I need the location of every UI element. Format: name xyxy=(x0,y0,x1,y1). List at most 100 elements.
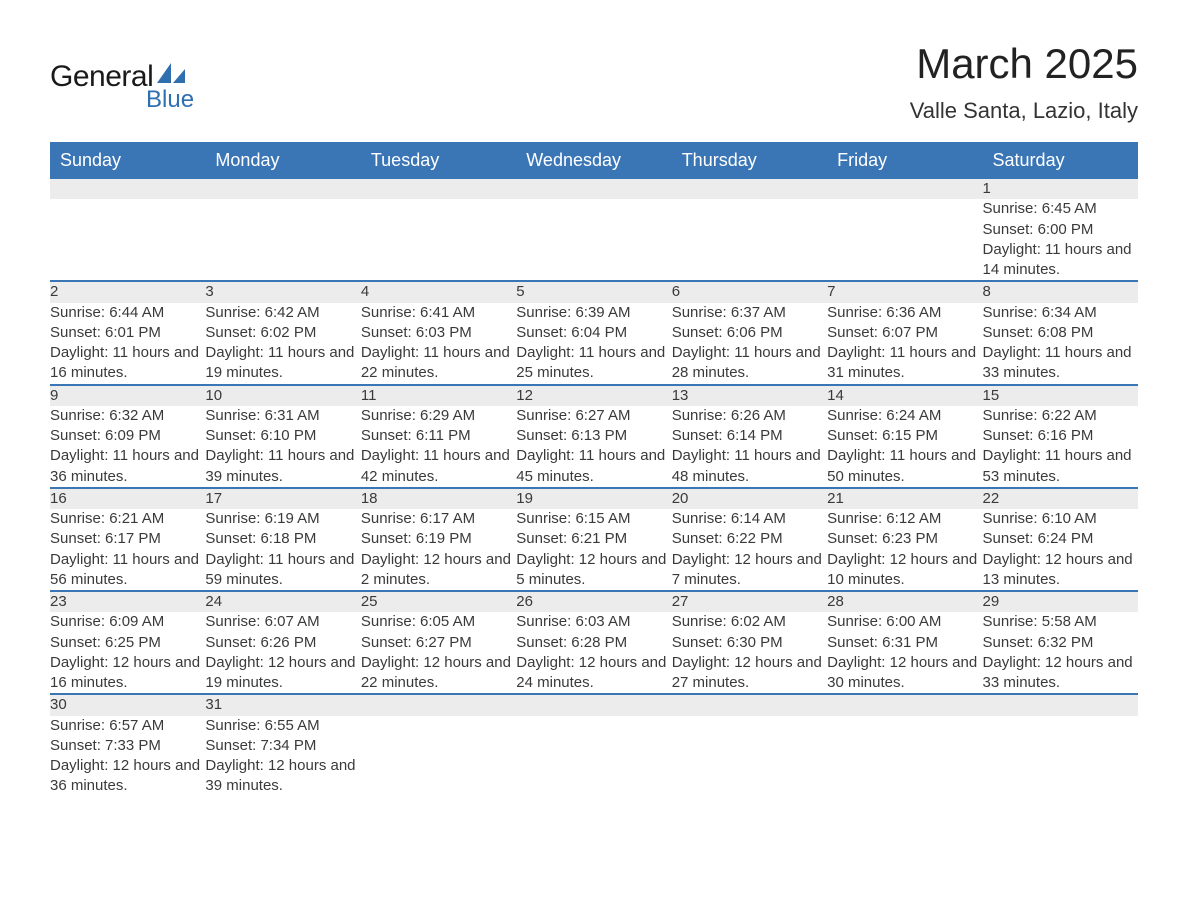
sunset-line: Sunset: 6:23 PM xyxy=(827,529,982,549)
day-data-cell: Sunrise: 6:32 AMSunset: 6:09 PMDaylight:… xyxy=(50,406,205,488)
day-data-cell: Sunrise: 6:17 AMSunset: 6:19 PMDaylight:… xyxy=(361,509,516,591)
day-data-cell xyxy=(827,199,982,281)
sunrise-line: Sunrise: 6:57 AM xyxy=(50,716,205,736)
daylight-line: Daylight: 11 hours and 56 minutes. xyxy=(50,550,205,591)
sunset-line: Sunset: 6:13 PM xyxy=(516,426,671,446)
sunset-line: Sunset: 6:04 PM xyxy=(516,323,671,343)
day-number-cell xyxy=(983,694,1138,715)
day-data-cell xyxy=(983,716,1138,797)
daylight-line: Daylight: 12 hours and 22 minutes. xyxy=(361,653,516,694)
day-data-row: Sunrise: 6:21 AMSunset: 6:17 PMDaylight:… xyxy=(50,509,1138,591)
day-number-cell: 11 xyxy=(361,385,516,406)
day-number-cell xyxy=(205,179,360,199)
sunrise-line: Sunrise: 6:29 AM xyxy=(361,406,516,426)
daylight-line: Daylight: 12 hours and 19 minutes. xyxy=(205,653,360,694)
daylight-line: Daylight: 12 hours and 7 minutes. xyxy=(672,550,827,591)
day-number-row: 16171819202122 xyxy=(50,488,1138,509)
day-data-cell xyxy=(672,716,827,797)
day-data-cell xyxy=(361,716,516,797)
sunrise-line: Sunrise: 6:44 AM xyxy=(50,303,205,323)
daylight-line: Daylight: 11 hours and 59 minutes. xyxy=(205,550,360,591)
day-number-cell: 17 xyxy=(205,488,360,509)
sunset-line: Sunset: 6:28 PM xyxy=(516,633,671,653)
day-number-cell: 18 xyxy=(361,488,516,509)
day-number-cell xyxy=(50,179,205,199)
sunrise-line: Sunrise: 6:14 AM xyxy=(672,509,827,529)
day-data-cell: Sunrise: 6:44 AMSunset: 6:01 PMDaylight:… xyxy=(50,303,205,385)
day-number-cell: 21 xyxy=(827,488,982,509)
logo-text-main: General xyxy=(50,60,153,94)
day-number-cell xyxy=(672,179,827,199)
day-number-row: 3031 xyxy=(50,694,1138,715)
day-data-cell: Sunrise: 6:57 AMSunset: 7:33 PMDaylight:… xyxy=(50,716,205,797)
weekday-header-row: Sunday Monday Tuesday Wednesday Thursday… xyxy=(50,142,1138,179)
sunrise-line: Sunrise: 6:55 AM xyxy=(205,716,360,736)
sunrise-line: Sunrise: 5:58 AM xyxy=(983,612,1138,632)
day-data-cell: Sunrise: 6:03 AMSunset: 6:28 PMDaylight:… xyxy=(516,612,671,694)
title-block: March 2025 Valle Santa, Lazio, Italy xyxy=(910,40,1138,124)
day-number-cell: 1 xyxy=(983,179,1138,199)
day-number-cell: 29 xyxy=(983,591,1138,612)
daylight-line: Daylight: 11 hours and 19 minutes. xyxy=(205,343,360,384)
sunset-line: Sunset: 6:30 PM xyxy=(672,633,827,653)
day-data-row: Sunrise: 6:57 AMSunset: 7:33 PMDaylight:… xyxy=(50,716,1138,797)
sunset-line: Sunset: 6:15 PM xyxy=(827,426,982,446)
weekday-header: Monday xyxy=(205,142,360,179)
sunrise-line: Sunrise: 6:21 AM xyxy=(50,509,205,529)
day-number-cell: 20 xyxy=(672,488,827,509)
sunset-line: Sunset: 6:22 PM xyxy=(672,529,827,549)
day-number-cell: 2 xyxy=(50,281,205,302)
sunset-line: Sunset: 6:00 PM xyxy=(983,220,1138,240)
day-data-cell: Sunrise: 6:00 AMSunset: 6:31 PMDaylight:… xyxy=(827,612,982,694)
sunset-line: Sunset: 6:26 PM xyxy=(205,633,360,653)
daylight-line: Daylight: 11 hours and 16 minutes. xyxy=(50,343,205,384)
day-data-row: Sunrise: 6:45 AMSunset: 6:00 PMDaylight:… xyxy=(50,199,1138,281)
day-data-cell xyxy=(205,199,360,281)
sunrise-line: Sunrise: 6:17 AM xyxy=(361,509,516,529)
day-data-cell: Sunrise: 6:14 AMSunset: 6:22 PMDaylight:… xyxy=(672,509,827,591)
day-data-cell: Sunrise: 6:15 AMSunset: 6:21 PMDaylight:… xyxy=(516,509,671,591)
daylight-line: Daylight: 11 hours and 14 minutes. xyxy=(983,240,1138,281)
logo-text-sub: Blue xyxy=(146,86,194,114)
sunset-line: Sunset: 6:17 PM xyxy=(50,529,205,549)
day-number-cell: 7 xyxy=(827,281,982,302)
sunrise-line: Sunrise: 6:39 AM xyxy=(516,303,671,323)
day-number-cell: 30 xyxy=(50,694,205,715)
day-data-cell: Sunrise: 5:58 AMSunset: 6:32 PMDaylight:… xyxy=(983,612,1138,694)
daylight-line: Daylight: 12 hours and 36 minutes. xyxy=(50,756,205,797)
daylight-line: Daylight: 12 hours and 39 minutes. xyxy=(205,756,360,797)
sunset-line: Sunset: 7:33 PM xyxy=(50,736,205,756)
day-data-row: Sunrise: 6:09 AMSunset: 6:25 PMDaylight:… xyxy=(50,612,1138,694)
daylight-line: Daylight: 12 hours and 16 minutes. xyxy=(50,653,205,694)
day-number-cell xyxy=(361,694,516,715)
sunset-line: Sunset: 6:07 PM xyxy=(827,323,982,343)
daylight-line: Daylight: 11 hours and 53 minutes. xyxy=(983,446,1138,487)
day-data-cell xyxy=(361,199,516,281)
daylight-line: Daylight: 12 hours and 33 minutes. xyxy=(983,653,1138,694)
day-number-row: 9101112131415 xyxy=(50,385,1138,406)
sunrise-line: Sunrise: 6:00 AM xyxy=(827,612,982,632)
sunset-line: Sunset: 6:21 PM xyxy=(516,529,671,549)
sunset-line: Sunset: 6:06 PM xyxy=(672,323,827,343)
day-data-cell: Sunrise: 6:29 AMSunset: 6:11 PMDaylight:… xyxy=(361,406,516,488)
sunset-line: Sunset: 6:09 PM xyxy=(50,426,205,446)
sunrise-line: Sunrise: 6:19 AM xyxy=(205,509,360,529)
day-number-cell: 31 xyxy=(205,694,360,715)
sunrise-line: Sunrise: 6:37 AM xyxy=(672,303,827,323)
sunset-line: Sunset: 6:01 PM xyxy=(50,323,205,343)
day-number-cell xyxy=(516,694,671,715)
logo: General Blue xyxy=(50,40,194,114)
day-data-cell: Sunrise: 6:09 AMSunset: 6:25 PMDaylight:… xyxy=(50,612,205,694)
sunset-line: Sunset: 7:34 PM xyxy=(205,736,360,756)
day-data-cell: Sunrise: 6:05 AMSunset: 6:27 PMDaylight:… xyxy=(361,612,516,694)
day-number-cell xyxy=(672,694,827,715)
sunset-line: Sunset: 6:10 PM xyxy=(205,426,360,446)
daylight-line: Daylight: 11 hours and 36 minutes. xyxy=(50,446,205,487)
sunset-line: Sunset: 6:24 PM xyxy=(983,529,1138,549)
daylight-line: Daylight: 11 hours and 28 minutes. xyxy=(672,343,827,384)
day-data-cell xyxy=(516,199,671,281)
title-location: Valle Santa, Lazio, Italy xyxy=(910,98,1138,124)
day-number-cell: 14 xyxy=(827,385,982,406)
day-data-cell: Sunrise: 6:41 AMSunset: 6:03 PMDaylight:… xyxy=(361,303,516,385)
day-data-row: Sunrise: 6:32 AMSunset: 6:09 PMDaylight:… xyxy=(50,406,1138,488)
